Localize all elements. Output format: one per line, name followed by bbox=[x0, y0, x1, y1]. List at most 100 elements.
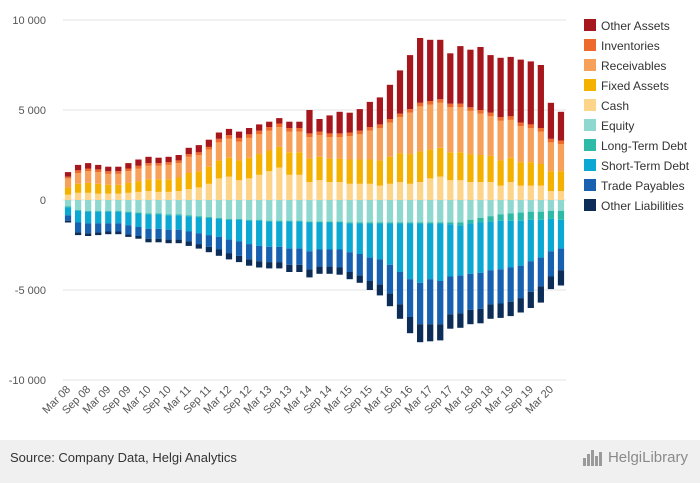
bar-segment-long-term-debt bbox=[497, 214, 504, 221]
bar-segment-equity bbox=[427, 200, 434, 223]
bar-segment-fixed-assets bbox=[165, 179, 172, 192]
bar-segment-trade-payables bbox=[185, 231, 192, 242]
bar-segment-fixed-assets bbox=[256, 154, 263, 175]
bar-segment-other-liabilities bbox=[336, 267, 343, 275]
bar-segment-receivables bbox=[547, 142, 555, 172]
bar-segment-receivables bbox=[185, 156, 192, 173]
bar-segment-other-assets bbox=[346, 112, 353, 133]
bar-segment-fixed-assets bbox=[336, 158, 343, 182]
bar-segment-fixed-assets bbox=[517, 162, 524, 186]
bar-segment-long-term-debt bbox=[437, 222, 444, 224]
bar-segment-inventories bbox=[437, 99, 444, 103]
y-tick-label: -5 000 bbox=[15, 285, 46, 297]
bar-segment-inventories bbox=[145, 163, 152, 166]
bar-segment-inventories bbox=[316, 131, 323, 136]
bar-segment-other-liabilities bbox=[105, 231, 112, 235]
bar-segment-equity bbox=[386, 200, 394, 223]
bar-segment-other-liabilities bbox=[517, 298, 524, 313]
bar-segment-inventories bbox=[547, 138, 555, 143]
bar-segment-other-liabilities bbox=[185, 241, 192, 246]
bar-segment-short-term-debt bbox=[225, 219, 233, 240]
bar-segment-other-assets bbox=[286, 121, 293, 128]
bar-segment-short-term-debt bbox=[125, 212, 132, 226]
bar-segment-fixed-assets bbox=[125, 182, 132, 193]
bar-segment-short-term-debt bbox=[235, 219, 243, 242]
bar-segment-short-term-debt bbox=[115, 211, 122, 224]
bar-segment-trade-payables bbox=[366, 257, 373, 281]
bar-segment-trade-payables bbox=[346, 252, 353, 272]
bar-segment-inventories bbox=[225, 135, 233, 139]
bar-segment-trade-payables bbox=[487, 270, 494, 305]
bar-segment-cash bbox=[225, 176, 233, 200]
bar-segment-receivables bbox=[195, 155, 202, 172]
bar-segment-receivables bbox=[507, 119, 514, 158]
bar-segment-receivables bbox=[105, 173, 112, 185]
bar-segment-equity bbox=[487, 200, 494, 217]
y-tick-label: 5 000 bbox=[18, 105, 46, 117]
bar-segment-trade-payables bbox=[437, 281, 444, 325]
bar-segment-fixed-assets bbox=[376, 160, 384, 186]
bar-segment-equity bbox=[276, 200, 283, 221]
bar-segment-trade-payables bbox=[145, 228, 152, 239]
bar-segment-equity bbox=[235, 200, 243, 219]
bar-segment-other-liabilities bbox=[497, 303, 504, 318]
bar-segment-other-assets bbox=[457, 46, 464, 104]
bar-segment-short-term-debt bbox=[437, 223, 444, 281]
bar-segment-receivables bbox=[336, 137, 343, 159]
bar-segment-inventories bbox=[296, 128, 303, 132]
bar-segment-inventories bbox=[487, 112, 494, 117]
bar-segment-trade-payables bbox=[306, 251, 313, 270]
bar-segment-fixed-assets bbox=[326, 158, 333, 182]
bar-segment-trade-payables bbox=[326, 249, 333, 267]
bar-segment-other-assets bbox=[417, 38, 424, 103]
bar-segment-trade-payables bbox=[74, 222, 82, 233]
bar-segment-cash bbox=[145, 191, 152, 200]
legend-swatch bbox=[584, 139, 596, 151]
bar-segment-long-term-debt bbox=[376, 222, 384, 224]
bar-segment-fixed-assets bbox=[185, 173, 192, 190]
bar-segment-other-liabilities bbox=[64, 220, 72, 223]
bar-segment-cash bbox=[175, 191, 182, 200]
bar-segment-other-assets bbox=[215, 132, 223, 139]
bar-segment-equity bbox=[205, 200, 212, 218]
bar-segment-equity bbox=[85, 200, 92, 211]
bar-segment-long-term-debt bbox=[457, 222, 464, 226]
bar-segment-receivables bbox=[396, 117, 404, 154]
bar-segment-short-term-debt bbox=[276, 221, 283, 247]
bar-segment-trade-payables bbox=[396, 272, 404, 305]
bar-segment-inventories bbox=[175, 160, 182, 164]
bar-segment-receivables bbox=[346, 136, 353, 160]
bar-segment-fixed-assets bbox=[406, 154, 414, 184]
bar-segment-long-term-debt bbox=[517, 212, 524, 221]
bar-segment-receivables bbox=[366, 130, 373, 160]
bar-segment-short-term-debt bbox=[487, 221, 494, 271]
bar-segment-fixed-assets bbox=[557, 171, 565, 191]
bar-segment-receivables bbox=[64, 178, 72, 188]
bar-segment-long-term-debt bbox=[195, 216, 202, 218]
bar-segment-fixed-assets bbox=[537, 164, 544, 186]
bar-segment-long-term-debt bbox=[346, 222, 353, 224]
bar-segment-other-liabilities bbox=[165, 239, 172, 244]
bar-segment-long-term-debt bbox=[215, 218, 223, 219]
bar-segment-fixed-assets bbox=[175, 177, 182, 191]
bar-segment-long-term-debt bbox=[507, 213, 514, 221]
bar-segment-cash bbox=[547, 191, 555, 200]
bar-segment-receivables bbox=[417, 106, 424, 152]
bar-segment-equity bbox=[336, 200, 343, 222]
bar-segment-trade-payables bbox=[537, 257, 544, 287]
bar-segment-receivables bbox=[155, 165, 162, 180]
bar-segment-equity bbox=[105, 200, 112, 211]
bar-segment-inventories bbox=[235, 137, 243, 142]
legend-label: Other Assets bbox=[601, 19, 670, 33]
bar-segment-long-term-debt bbox=[557, 210, 565, 220]
bar-segment-receivables bbox=[427, 104, 434, 150]
bar-segment-short-term-debt bbox=[95, 211, 102, 224]
bar-segment-inventories bbox=[396, 113, 404, 118]
bar-segment-short-term-debt bbox=[507, 220, 514, 268]
bar-segment-equity bbox=[145, 200, 152, 214]
bar-segment-equity bbox=[366, 200, 373, 223]
brand-logo[interactable]: HelgiLibrary bbox=[582, 449, 688, 466]
bar-segment-trade-payables bbox=[175, 229, 182, 240]
bar-segment-other-assets bbox=[537, 65, 544, 128]
bar-segment-short-term-debt bbox=[145, 214, 152, 229]
